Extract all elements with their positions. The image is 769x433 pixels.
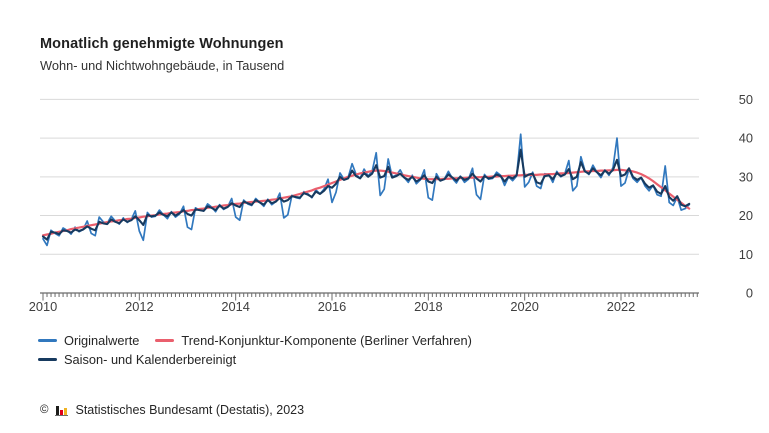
svg-text:20: 20 bbox=[739, 208, 753, 223]
source-text: Statistisches Bundesamt (Destatis), 2023 bbox=[75, 403, 305, 417]
svg-text:50: 50 bbox=[739, 92, 753, 107]
legend-swatch-saison-icon bbox=[38, 358, 57, 361]
svg-text:0: 0 bbox=[746, 286, 753, 301]
svg-text:2014: 2014 bbox=[221, 299, 249, 314]
logo-bar bbox=[56, 406, 60, 415]
legend-item-saison: Saison- und Kalenderbereinigt bbox=[38, 352, 236, 367]
legend-item-originalwerte: Originalwerte bbox=[38, 333, 139, 348]
svg-text:40: 40 bbox=[739, 131, 753, 146]
legend-swatch-originalwerte-icon bbox=[38, 339, 57, 342]
legend-item-trend: Trend-Konjunktur-Komponente (Berliner Ve… bbox=[155, 333, 472, 348]
copyright-symbol: © bbox=[40, 404, 49, 416]
legend-label-trend: Trend-Konjunktur-Komponente (Berliner Ve… bbox=[181, 333, 472, 348]
source-attribution: © Statistisches Bundesamt (Destatis), 20… bbox=[40, 403, 304, 417]
svg-text:10: 10 bbox=[739, 247, 753, 262]
svg-text:2010: 2010 bbox=[29, 299, 57, 314]
chart-subtitle: Wohn- und Nichtwohngebäude, in Tausend bbox=[40, 58, 285, 73]
destatis-bar-chart-icon bbox=[55, 404, 69, 416]
svg-text:2020: 2020 bbox=[510, 299, 538, 314]
svg-text:2012: 2012 bbox=[125, 299, 153, 314]
legend-label-saison: Saison- und Kalenderbereinigt bbox=[64, 352, 237, 367]
logo-bar bbox=[60, 410, 64, 415]
legend: Originalwerte Trend-Konjunktur-Komponent… bbox=[38, 333, 472, 367]
legend-swatch-trend-icon bbox=[155, 339, 175, 342]
svg-text:30: 30 bbox=[739, 169, 753, 184]
svg-text:2022: 2022 bbox=[607, 299, 635, 314]
logo-bar bbox=[64, 408, 68, 415]
svg-text:2018: 2018 bbox=[414, 299, 442, 314]
legend-row-2: Saison- und Kalenderbereinigt bbox=[38, 352, 472, 367]
legend-row-1: Originalwerte Trend-Konjunktur-Komponent… bbox=[38, 333, 472, 348]
chart-title: Monatlich genehmigte Wohnungen bbox=[40, 36, 284, 52]
legend-label-originalwerte: Originalwerte bbox=[64, 333, 140, 348]
svg-text:2016: 2016 bbox=[318, 299, 346, 314]
